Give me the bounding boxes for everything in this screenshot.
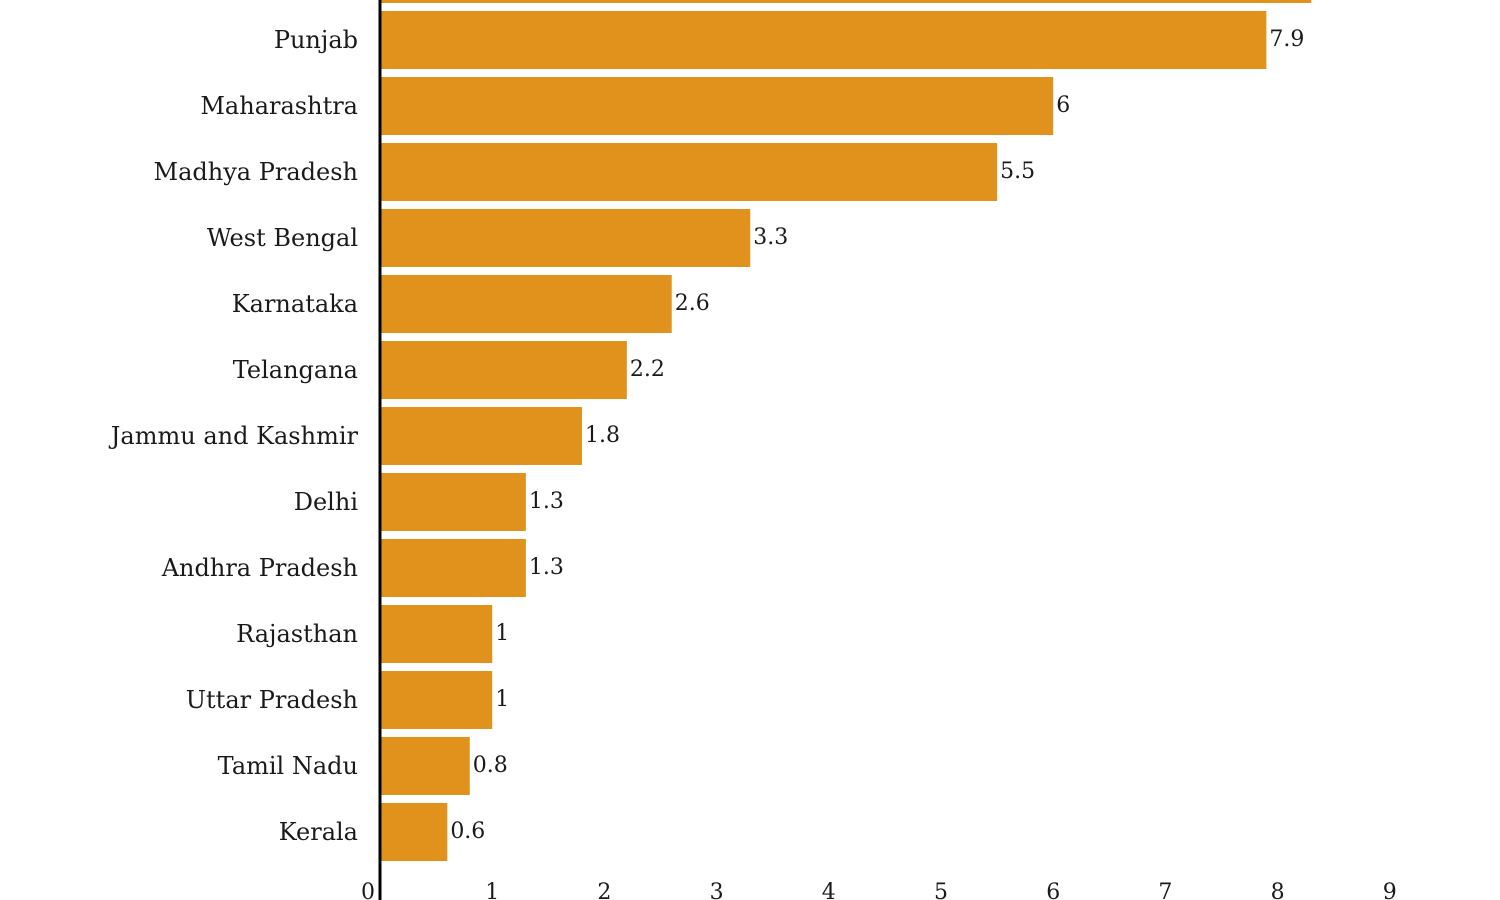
category-label: West Bengal <box>207 224 358 252</box>
bar <box>380 473 526 531</box>
bar <box>380 0 1312 3</box>
category-label: Uttar Pradesh <box>186 686 358 714</box>
x-tick-label: 8 <box>1271 880 1285 900</box>
category-label: Tamil Nadu <box>218 752 358 780</box>
value-label: 1 <box>495 621 509 646</box>
x-tick-label: 2 <box>597 880 611 900</box>
value-label: 0.6 <box>450 819 485 844</box>
bar <box>380 539 526 597</box>
x-tick-label: 4 <box>822 880 836 900</box>
value-label: 5.5 <box>1000 159 1035 184</box>
value-label: 3.3 <box>753 225 788 250</box>
bar <box>380 11 1267 69</box>
bar <box>380 209 751 267</box>
category-label: Andhra Pradesh <box>161 554 358 582</box>
value-label: 1 <box>495 687 509 712</box>
x-tick-label: 3 <box>710 880 724 900</box>
bar <box>380 737 470 795</box>
bar <box>380 605 493 663</box>
value-label: 6 <box>1056 93 1070 118</box>
bar <box>380 803 448 861</box>
bar <box>380 407 582 465</box>
value-label: 1.3 <box>529 489 564 514</box>
bar <box>380 143 998 201</box>
x-tick-label: 7 <box>1158 880 1172 900</box>
value-label: 0.8 <box>473 753 508 778</box>
value-labels: 7.9 6 5.5 3.3 2.6 2.2 1.8 1.3 1.3 1 1 0.8 0.6 <box>450 27 1304 844</box>
bar <box>380 671 493 729</box>
category-label: Rajasthan <box>236 620 358 648</box>
x-tick-label: 0 <box>361 880 375 900</box>
bar <box>380 77 1054 135</box>
value-label: 1.3 <box>529 555 564 580</box>
value-label: 7.9 <box>1269 27 1304 52</box>
category-label: Jammu and Kashmir <box>108 422 359 450</box>
x-tick-label: 1 <box>485 880 499 900</box>
x-tick-label: 6 <box>1046 880 1060 900</box>
bar <box>380 341 627 399</box>
category-label: Delhi <box>294 488 359 516</box>
category-label: Kerala <box>279 818 358 846</box>
x-tick-labels: 0 1 2 3 4 5 6 7 8 9 <box>361 880 1397 900</box>
category-label: Madhya Pradesh <box>154 158 358 186</box>
x-tick-label: 9 <box>1383 880 1397 900</box>
value-label: 1.8 <box>585 423 620 448</box>
category-label: Karnataka <box>232 290 358 318</box>
value-label: 2.2 <box>630 357 665 382</box>
x-tick-label: 5 <box>934 880 948 900</box>
bar <box>380 275 672 333</box>
category-labels: Punjab Maharashtra Madhya Pradesh West Beng… <box>108 26 359 846</box>
category-label: Telangana <box>233 356 358 384</box>
bars-layer <box>380 0 1312 861</box>
category-label: Punjab <box>274 26 358 54</box>
category-label: Maharashtra <box>200 92 358 120</box>
value-label: 2.6 <box>675 291 710 316</box>
